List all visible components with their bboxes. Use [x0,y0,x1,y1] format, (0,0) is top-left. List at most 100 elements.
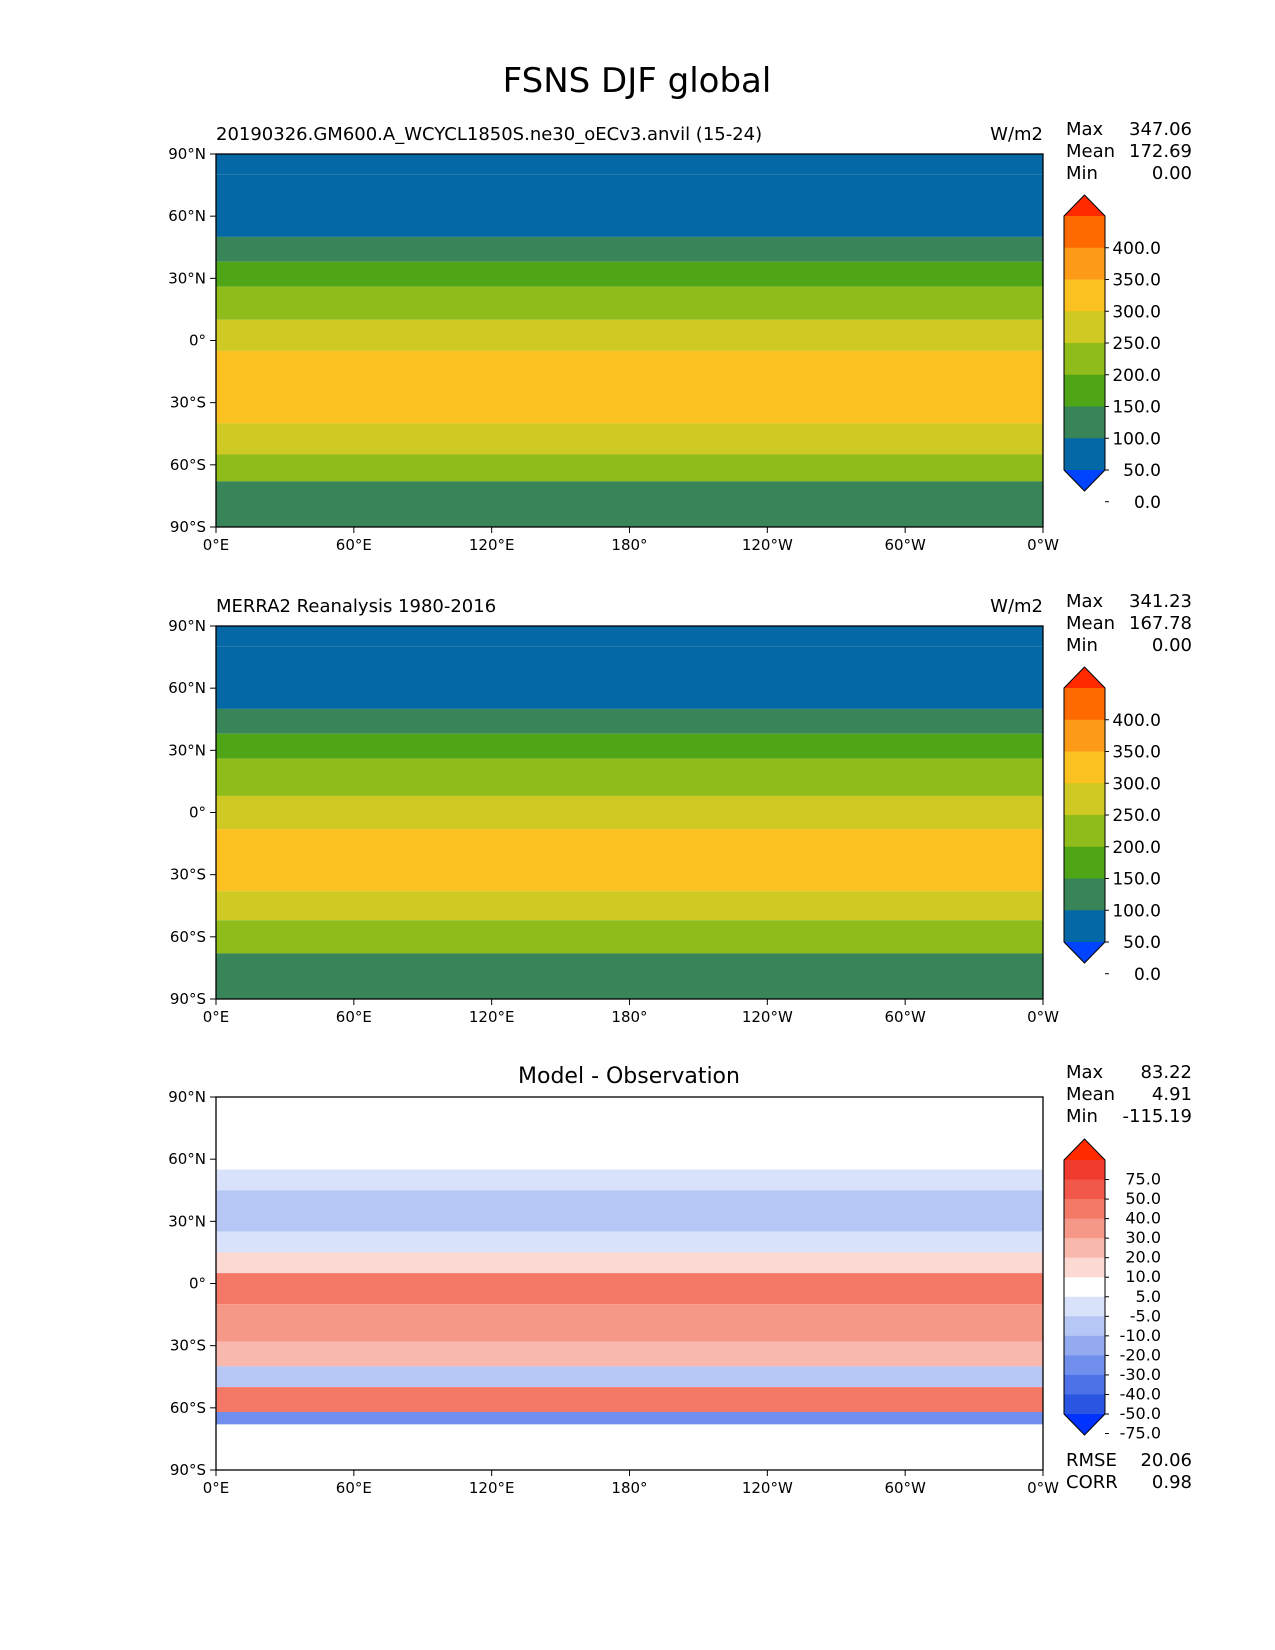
panel-diff-field-band [216,1097,1043,1118]
panel-diff-colorbar-extend-min [1064,1414,1105,1435]
panel-diff-field-band [216,1411,1043,1425]
panel-obs-lon-tick-label: 120°W [742,1008,793,1026]
panel-model: 20190326.GM600.A_WCYCL1850S.ne30_oECv3.a… [168,119,1192,554]
panel-diff-field-band [216,1169,1043,1191]
panel-diff-min-value: -115.19 [1123,1106,1192,1127]
panel-obs-lon-tick-label: 0°W [1027,1008,1059,1026]
panel-obs-lat-tick-label: 30°N [168,741,206,759]
panel-model-lat-tick-label: 30°S [170,394,206,412]
panel-diff-colorbar-box [1064,1355,1105,1376]
panel-obs-lat-ticks: 90°N 60°N 30°N 0° 30°S 60°S 90°S [168,617,216,1008]
panel-diff-mean-value: 4.91 [1152,1084,1192,1105]
panel-diff-colorbar-box [1064,1296,1105,1317]
panel-diff-lat-tick-label: 60°N [168,1150,206,1168]
panel-diff-field-band [216,1273,1043,1305]
panel-model-colorbar-tick-label: 200.0 [1112,366,1161,386]
panel-diff-lat-tick-label: 90°S [170,1461,206,1479]
panel-model-colorbar-tick-label: 300.0 [1112,302,1161,322]
panel-diff-title: Model - Observation [518,1064,740,1089]
panel-model-colorbar-box [1064,374,1105,407]
panel-obs-field-band [216,733,1043,759]
panel-model-lon-tick-label: 0°E [203,536,230,554]
panel-diff-colorbar-extend-max [1064,1139,1105,1160]
panel-model-field-band [216,154,1043,175]
panel-model-colorbar-box [1064,279,1105,312]
panel-obs-lon-tick-label: 120°E [469,1008,515,1026]
panel-obs-lat-tick-label: 90°N [168,617,206,635]
panel-diff-lat-tick-label: 90°N [168,1088,206,1106]
panel-model-stats: Max 347.06 Mean 172.69 Min 0.00 [1066,119,1192,184]
panel-diff-field-band [216,1231,1043,1253]
panel-obs-lat-tick-label: 60°S [170,928,206,946]
panel-diff-colorbar-tick-label: -30.0 [1120,1365,1161,1384]
panel-diff-corr-label: CORR [1066,1472,1118,1493]
panel-model-lat-tick-label: 60°N [168,207,206,225]
panel-model-colorbar-tick-label: 250.0 [1112,334,1161,354]
panel-obs-colorbar-tick-label: 150.0 [1112,870,1161,890]
panel-model-field-band [216,286,1043,320]
panel-diff-field-band [216,1190,1043,1232]
panel-model-lat-tick-label: 30°N [168,269,206,287]
panel-diff-max-label: Max [1066,1062,1104,1083]
panel-obs-lon-tick-label: 60°E [336,1008,372,1026]
panel-model-colorbar-extend-max [1064,195,1105,216]
panel-diff-colorbar-tick-label: -5.0 [1130,1306,1161,1325]
panel-diff-lon-tick-label: 120°W [742,1479,793,1497]
panel-obs-colorbar: 400.0 350.0 300.0 250.0 200.0 150.0 100.0 50.0 0… [1063,666,1161,985]
panel-model-min-label: Min [1066,163,1098,184]
panel-model-map [215,153,1044,528]
panel-diff-colorbar-box [1064,1160,1105,1181]
panel-obs-min-label: Min [1066,635,1098,656]
panel-model-colorbar-tick-label: 400.0 [1112,239,1161,259]
panel-model-field-band [216,236,1043,262]
panel-model-colorbar-box [1064,343,1105,376]
panel-diff-colorbar-box [1064,1335,1105,1356]
panel-diff-max-value: 83.22 [1140,1062,1192,1083]
panel-obs-title: MERRA2 Reanalysis 1980-2016 [216,596,496,617]
panel-obs-lon-tick-label: 60°W [884,1008,926,1026]
panel-diff-colorbar: 75.050.040.030.020.010.05.0-5.0-10.0-20.… [1063,1138,1161,1443]
panel-model-max-value: 347.06 [1129,119,1192,140]
panel-model-lon-tick-label: 120°E [469,536,515,554]
panel-diff-colorbar-box [1064,1277,1105,1298]
panel-obs-min-value: 0.00 [1152,635,1192,656]
panel-model-colorbar-tick-label: 350.0 [1112,271,1161,291]
panel-model-colorbar-tick-label: 150.0 [1112,398,1161,418]
panel-obs-colorbar-box [1064,910,1105,943]
panel-model-field-band [216,350,1043,424]
panel-diff-colorbar-tick-label: -20.0 [1120,1345,1161,1364]
panel-diff-min-label: Min [1066,1106,1098,1127]
panel-obs-field-band [216,626,1043,647]
panel-obs-lat-tick-label: 90°S [170,990,206,1008]
panel-obs-colorbar-tick-label: 350.0 [1112,743,1161,763]
panel-diff-field-band [216,1424,1043,1470]
panel-obs-colorbar-tick-label: 100.0 [1112,901,1161,921]
panel-diff-map [215,1096,1044,1471]
panel-model-title: 20190326.GM600.A_WCYCL1850S.ne30_oECv3.a… [216,124,762,145]
panel-diff-lat-tick-label: 60°S [170,1399,206,1417]
panel-obs-field-band [216,953,1043,999]
panel-model-mean-value: 172.69 [1129,141,1192,162]
panel-model-lon-tick-label: 60°W [884,536,926,554]
panel-obs-colorbar-box [1064,783,1105,816]
panel-model-field-band [216,261,1043,287]
panel-obs-field-band [216,646,1043,709]
panel-obs-lon-ticks: 0°E 60°E 120°E 180° 120°W 60°W 0°W [203,999,1059,1026]
panel-obs-colorbar-box [1064,719,1105,752]
panel-diff-colorbar-box [1064,1374,1105,1395]
panel-obs-field-band [216,829,1043,892]
panel-obs-colorbar-tick-label: 0.0 [1134,965,1161,985]
panel-obs-stats: Max 341.23 Mean 167.78 Min 0.00 [1066,591,1192,656]
panel-obs-max-label: Max [1066,591,1104,612]
panel-diff-lon-tick-label: 0°E [203,1479,230,1497]
panel-diff-colorbar-box [1064,1179,1105,1200]
panel-model-min-value: 0.00 [1152,163,1192,184]
panel-model-colorbar-tick-label: 100.0 [1112,429,1161,449]
figure-title: FSNS DJF global [503,61,772,101]
panel-model-colorbar-box [1064,438,1105,471]
panel-obs-field-band [216,758,1043,796]
panel-diff-lat-tick-label: 30°S [170,1337,206,1355]
panel-model-colorbar-tick-label: 50.0 [1123,461,1161,481]
panel-diff-colorbar-box [1064,1199,1105,1220]
